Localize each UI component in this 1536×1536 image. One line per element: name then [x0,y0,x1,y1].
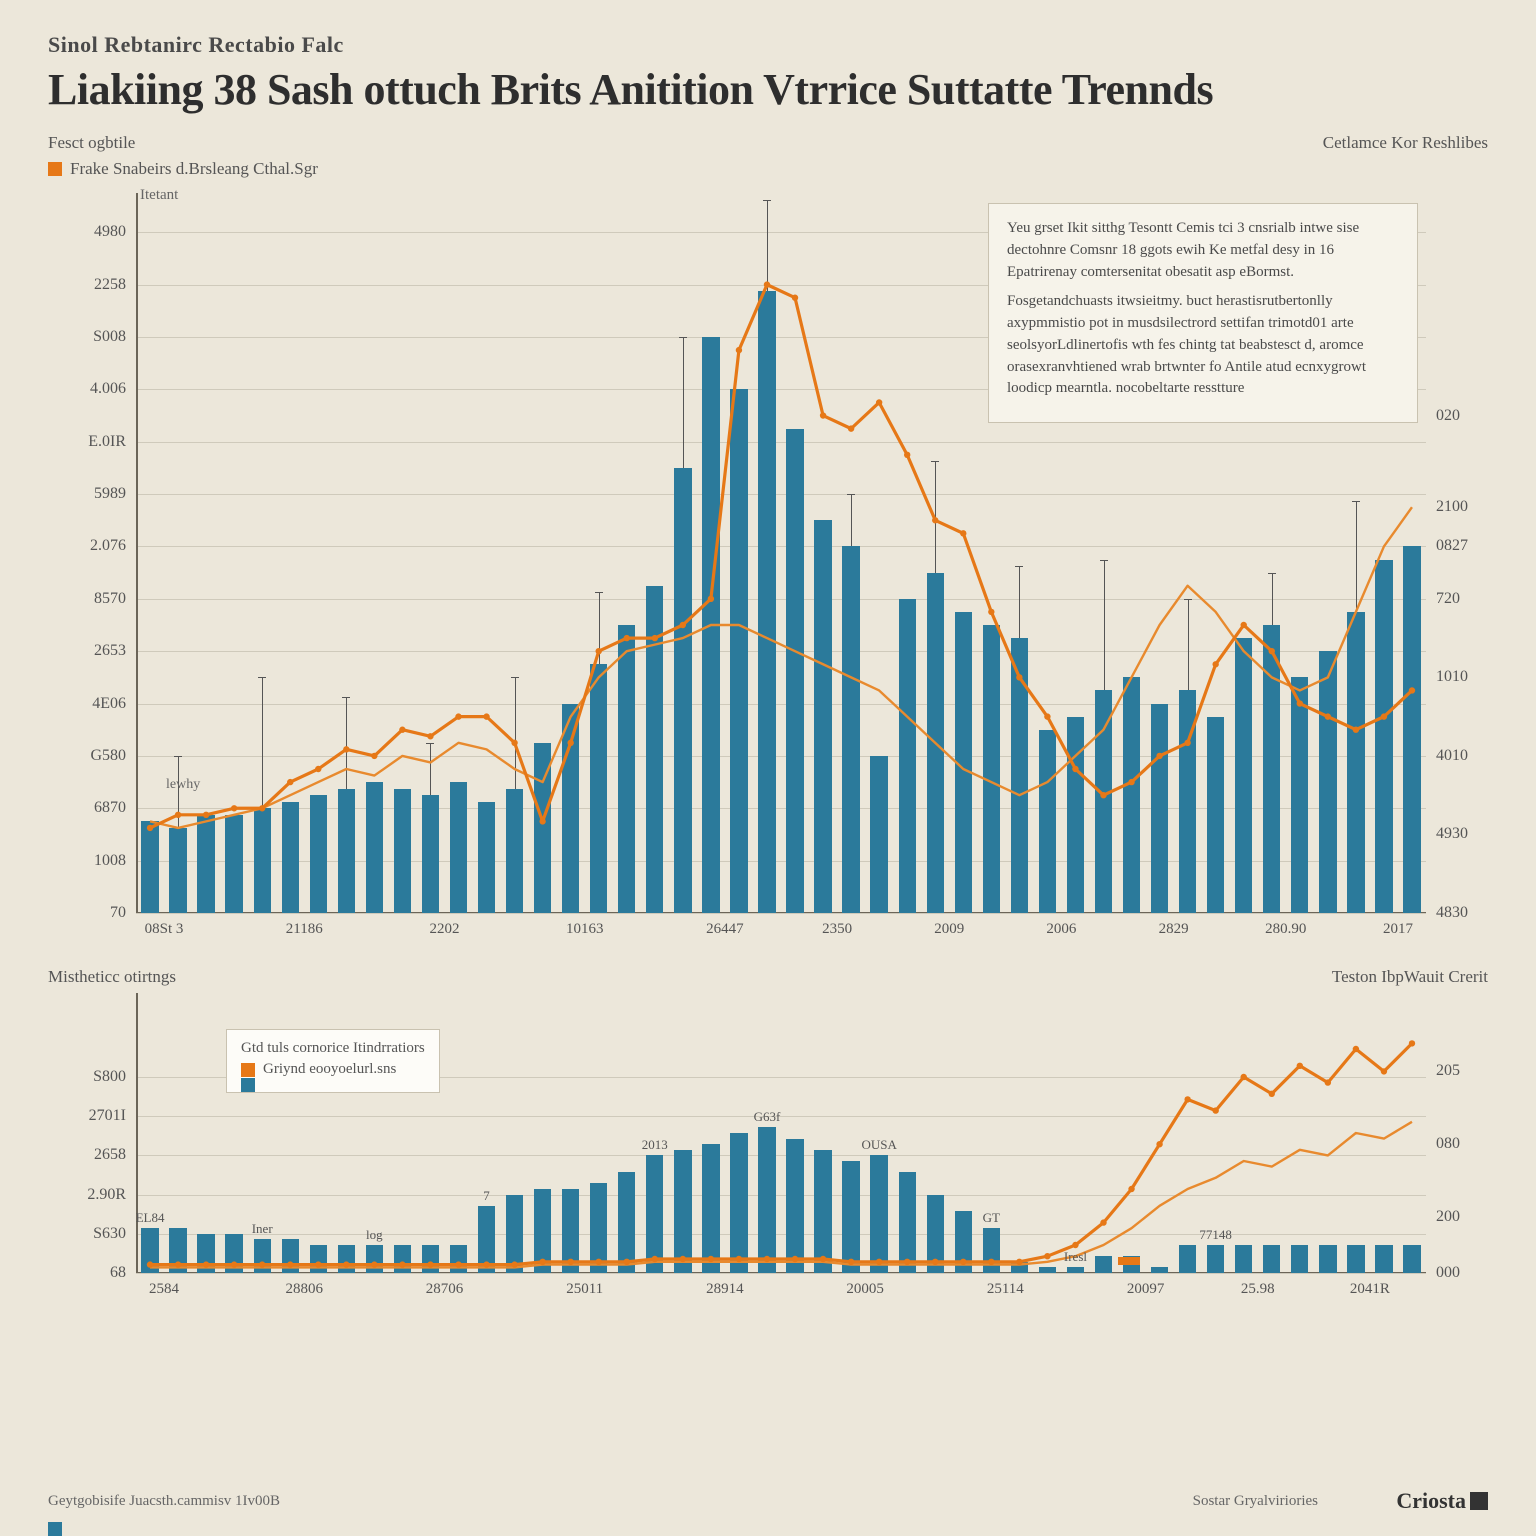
y-left-tick: 2.90R [87,1186,136,1204]
secondary-chart-plot: 68S6302.90R26582701IS8000002000802052584… [136,993,1426,1273]
y-left-tick: 4.006 [90,380,136,398]
legend2-bar: Gtd tuls cornorice Itindrratiors [241,1040,425,1057]
annotation-box: Yeu grset Ikit sitthg Tesontt Cemis tci … [988,203,1418,423]
swatch-line-icon [48,162,62,176]
x-tick: 08St 3 [145,913,184,938]
x-tick: 2202 [429,913,459,938]
bar-label: OUSA [861,1137,896,1153]
x-tick: 21186 [286,913,323,938]
x-tick: 25114 [987,1273,1024,1298]
y-right-tick: 4830 [1426,904,1468,922]
y-left-tick: 5989 [94,485,136,503]
y-right-tick: 200 [1426,1208,1460,1226]
x-tick: 26447 [706,913,744,938]
bar-label: Iresl [1064,1249,1087,1265]
y-left-tick: 4980 [94,223,136,241]
bar-label: 2013 [642,1137,668,1153]
y-left-tick: 2658 [94,1146,136,1164]
y-left-tick: 2701I [89,1107,136,1125]
x-tick: 2006 [1046,913,1076,938]
y-right-tick: 020 [1426,407,1460,425]
annotation-p1: Yeu grset Ikit sitthg Tesontt Cemis tci … [1007,218,1399,283]
swatch-bar-icon [241,1078,255,1092]
annotation-p2: Fosgetandchuasts itwsieitmy. buct herast… [1007,291,1399,400]
x-tick: 20097 [1127,1273,1165,1298]
brand-mark-icon [1470,1492,1488,1510]
y-right-tick: 080 [1426,1135,1460,1153]
brand-text: Criosta [1396,1488,1466,1514]
main-chart: 70 1008 6870 G580 4E06 2653 8570 2.076 5989 E.0IR… [48,193,1488,953]
y-left-tick: 6870 [94,799,136,817]
x-tick: 25011 [566,1273,603,1298]
y-left-tick: 2653 [94,642,136,660]
footer-mid: Sostar Gryalviriories [1193,1493,1318,1510]
y-right-tick: 720 [1426,590,1460,608]
legend-line-label: Frake Snabeirs d.Brsleang Cthal.Sgr [70,159,318,179]
section1-label: Mistheticc otirtngs [48,967,176,987]
y-left-tick: E.0IR [88,433,136,451]
bar-label: G63f [754,1109,781,1125]
x-tick: 20005 [846,1273,884,1298]
bar-label: Iner [252,1221,273,1237]
brand: Criosta [1396,1488,1488,1514]
x-tick: 2017 [1383,913,1413,938]
x-tick: 2009 [934,913,964,938]
y-right-tick: 000 [1426,1264,1460,1282]
supertitle: Sinol Rebtanirc Rectabio Falc [48,32,1488,58]
y-left-tick: 8570 [94,590,136,608]
main-title: Liakiing 38 Sash ottuch Brits Anitition … [48,64,1488,115]
section1-right-label: Teston IbpWauit Crerit [1332,967,1488,987]
chart2-legend-box: Gtd tuls cornorice Itindrratiors Griynd e… [226,1029,440,1093]
bar-label: log [366,1227,383,1243]
bar-label: EL84 [136,1210,165,1226]
right-header-label: Cetlamce Kor Reshlibes [1323,133,1488,153]
y-left-tick: 4E06 [92,695,136,713]
x-tick: 28914 [706,1273,744,1298]
legend2-line: Griynd eooyoelurl.sns [241,1061,425,1078]
bar-label: 77148 [1199,1227,1232,1243]
x-tick: 280.90 [1265,913,1306,938]
legend-bar-label: Fesct ogbtile [48,133,135,153]
swatch-line-icon [241,1063,255,1077]
legend-item-line: Frake Snabeirs d.Brsleang Cthal.Sgr [48,159,318,179]
x-tick: 2584 [149,1273,179,1298]
x-tick: 28806 [286,1273,324,1298]
secondary-chart: 68 S630 2.90R 2658 2701I S800 000 200 080 205 2584… [48,993,1488,1313]
x-tick: 25.98 [1241,1273,1275,1298]
y-right-tick: 4930 [1426,825,1468,843]
y-left-tick: S800 [93,1068,136,1086]
x-tick: 2041R [1350,1273,1390,1298]
inline-annot: lewhy [166,777,200,793]
x-tick: 2829 [1159,913,1189,938]
swatch-bar-icon [48,1522,62,1536]
legend-item-bar: Fesct ogbtile [48,133,318,153]
y-right-tick: 2100 [1426,498,1468,516]
y-right-tick: 0827 [1426,537,1468,555]
y-left-tick: S630 [93,1225,136,1243]
y-left-tick: 68 [110,1264,136,1282]
x-tick: 28706 [426,1273,464,1298]
y-right-tick: 1010 [1426,668,1468,686]
x-tick: 10163 [566,913,604,938]
y-right-tick: 205 [1426,1062,1460,1080]
top-legend-row: Fesct ogbtile Frake Snabeirs d.Brsleang … [48,133,1488,179]
y-left-tick: 1008 [94,852,136,870]
footer-left: Geytgobisife Juacsth.cammisv 1Iv00B [48,1493,280,1510]
y-left-tick: S008 [93,328,136,346]
y-right-tick: 4010 [1426,747,1468,765]
y-left-tick: 2.076 [90,537,136,555]
bar-label: 7 [483,1188,490,1204]
y-left-tick: G580 [90,747,136,765]
footer: Geytgobisife Juacsth.cammisv 1Iv00B Sost… [48,1488,1488,1514]
x-tick: 2350 [822,913,852,938]
marker-icon [1118,1257,1140,1265]
y-left-tick: 2258 [94,276,136,294]
y-left-tick: 70 [110,904,136,922]
bar-label: GT [983,1210,1000,1226]
main-chart-plot: 7010086870G5804E06265385702.0765989E.0IR… [136,193,1426,913]
